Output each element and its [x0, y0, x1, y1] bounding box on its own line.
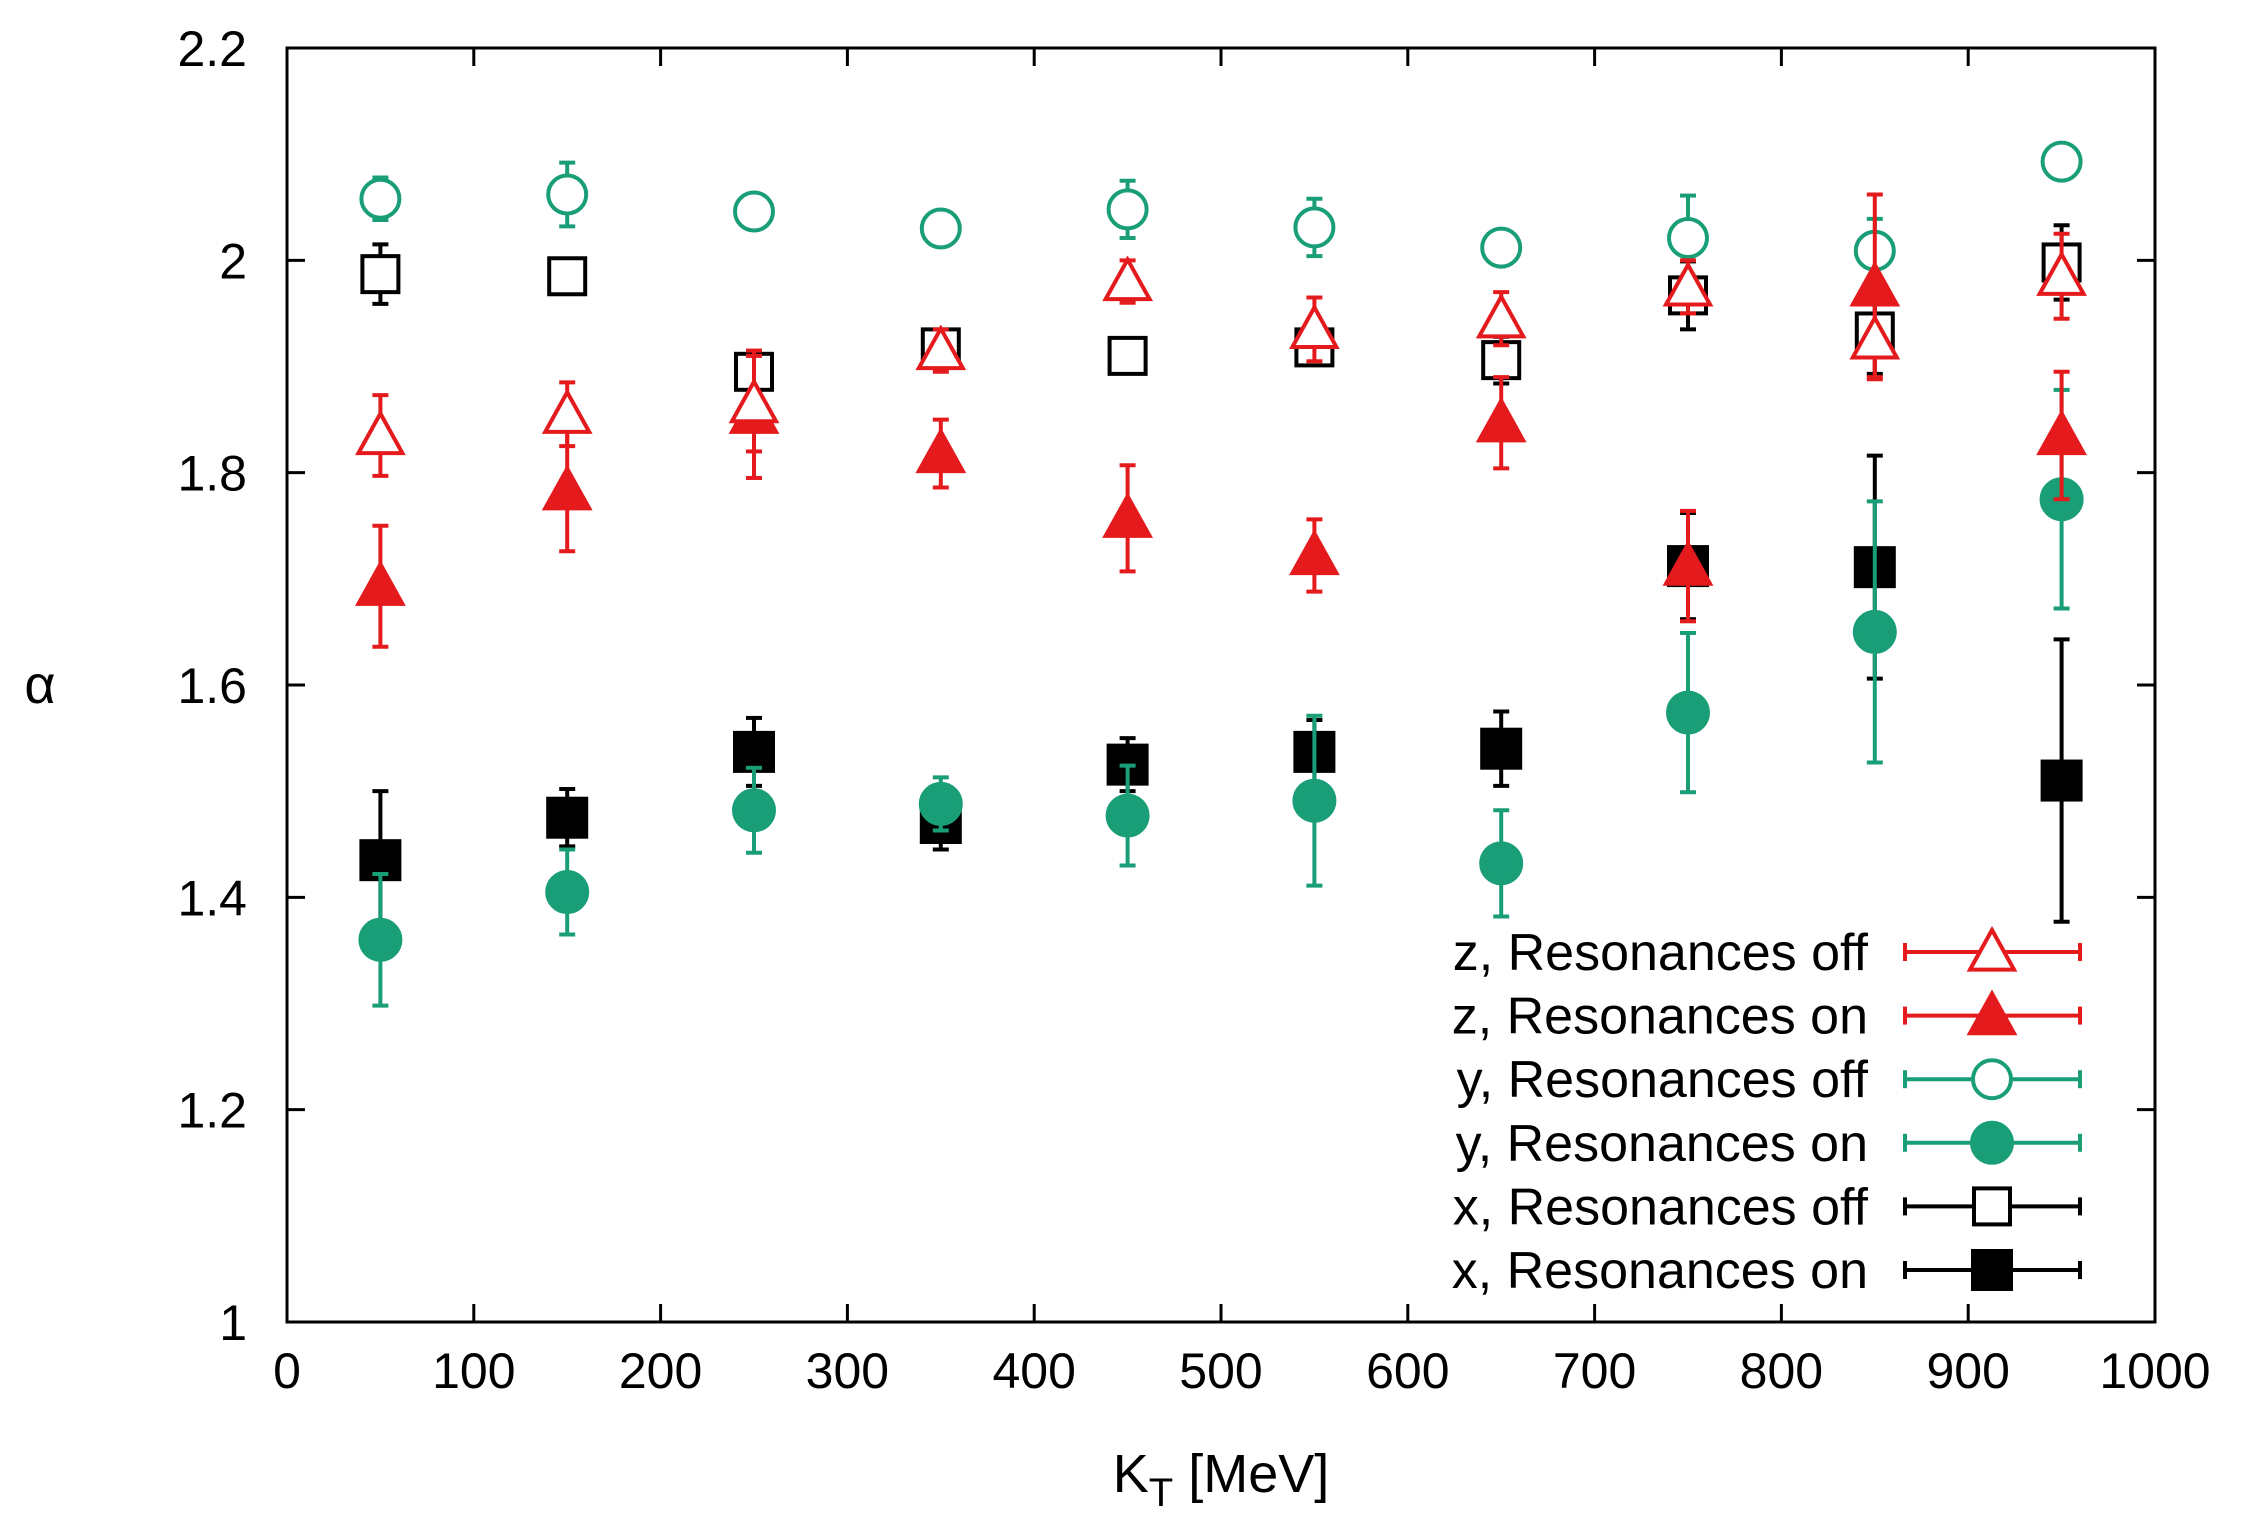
- x-tick-label: 700: [1553, 1343, 1636, 1399]
- data-point: [2040, 759, 2083, 802]
- y-tick-label: 1.4: [177, 870, 247, 926]
- x-tick-label: 900: [1926, 1343, 2009, 1399]
- x-tick-label: 100: [432, 1343, 515, 1399]
- x-axis-label-subscript: T: [1149, 1471, 1173, 1515]
- data-point: [1479, 841, 1524, 886]
- y-tick-label: 2: [219, 233, 247, 289]
- series-2: [359, 140, 2083, 285]
- data-point: [359, 177, 402, 220]
- data-point: [1102, 492, 1153, 538]
- y-axis-label: α: [24, 655, 55, 715]
- data-point: [1107, 335, 1148, 376]
- data-point: [546, 173, 589, 216]
- y-tick-label: 1: [219, 1295, 247, 1351]
- data-point: [355, 560, 406, 606]
- x-tick-label: 800: [1740, 1343, 1823, 1399]
- data-point: [1289, 303, 1340, 349]
- data-point: [1481, 340, 1522, 381]
- legend-item: y, Resonances off: [1457, 1051, 2082, 1109]
- data-point: [1852, 609, 1897, 654]
- y-tick-label: 1.8: [177, 446, 247, 502]
- data-point: [1102, 255, 1153, 302]
- x-tick-label: 200: [619, 1343, 702, 1399]
- series-4: [360, 223, 2082, 393]
- series-5: [359, 453, 2083, 932]
- data-point: [1293, 206, 1336, 249]
- data-point: [1289, 529, 1340, 576]
- data-point: [2036, 250, 2087, 296]
- x-axis-label: KT [MeV]: [1113, 1444, 1330, 1515]
- legend-item: z, Resonances off: [1453, 924, 2082, 982]
- legend-item: z, Resonances on: [1452, 988, 2082, 1046]
- legend-marker: [1972, 1186, 2012, 1227]
- data-point: [1105, 793, 1150, 838]
- legend-label: z, Resonances on: [1452, 988, 1868, 1046]
- x-tick-label: 0: [273, 1343, 301, 1399]
- legend-marker: [1966, 989, 2018, 1036]
- legend-marker: [1971, 1058, 2013, 1101]
- x-tick-label: 600: [1366, 1343, 1449, 1399]
- data-point: [733, 730, 775, 773]
- data-point: [355, 409, 406, 456]
- data-point: [358, 917, 403, 962]
- legend-label: x, Resonances off: [1453, 1178, 1869, 1236]
- data-point: [541, 464, 593, 511]
- x-axis-label-unit: [MeV]: [1173, 1444, 1329, 1504]
- x-tick-label: 400: [992, 1343, 1075, 1399]
- data-point: [1667, 217, 1709, 260]
- data-point: [915, 427, 967, 474]
- x-tick-label: 1000: [2099, 1343, 2210, 1399]
- legend-label: y, Resonances on: [1456, 1115, 1868, 1173]
- data-point: [547, 256, 588, 297]
- data-point: [1106, 188, 1149, 231]
- data-point: [1475, 396, 1527, 443]
- data-point: [919, 207, 962, 250]
- data-point: [728, 377, 780, 424]
- y-tick-label: 1.2: [177, 1083, 247, 1139]
- x-tick-label: 300: [806, 1343, 889, 1399]
- chart-marks: [355, 140, 2087, 1008]
- data-point: [918, 781, 963, 826]
- data-point: [1849, 313, 1901, 360]
- data-point: [1849, 260, 1901, 307]
- series-3: [358, 387, 2084, 1008]
- x-tick-label: 500: [1179, 1343, 1262, 1399]
- series-1: [355, 192, 2087, 649]
- data-point: [1666, 690, 1710, 735]
- legend-item: x, Resonances off: [1453, 1178, 2082, 1236]
- legend-marker: [1970, 1120, 2014, 1165]
- data-point: [733, 190, 775, 233]
- data-point: [1292, 778, 1337, 823]
- data-point: [541, 388, 593, 434]
- legend-label: x, Resonances on: [1452, 1242, 1868, 1300]
- data-point: [1480, 226, 1523, 269]
- data-point: [1480, 727, 1523, 770]
- data-point: [2036, 409, 2087, 456]
- data-point: [1475, 292, 1527, 339]
- y-tick-label: 2.2: [177, 21, 247, 77]
- data-point: [2040, 140, 2083, 183]
- legend-item: y, Resonances on: [1456, 1115, 2082, 1173]
- data-point: [915, 324, 967, 371]
- y-tick-label: 1.6: [177, 658, 247, 714]
- legend-label: y, Resonances off: [1457, 1051, 1869, 1109]
- data-point: [360, 254, 401, 295]
- data-point: [732, 788, 776, 833]
- data-point: [359, 839, 402, 882]
- legend-marker: [1966, 925, 2018, 972]
- legend-label: z, Resonances off: [1453, 924, 1869, 982]
- series-0: [355, 231, 2087, 478]
- x-axis-label-main: K: [1113, 1444, 1149, 1504]
- data-point: [1662, 260, 1714, 307]
- legend-item: x, Resonances on: [1452, 1242, 2082, 1300]
- data-point: [1662, 539, 1714, 586]
- data-point: [545, 870, 590, 915]
- axis-ticks: 0 100 200 300 400 500 600 700 800 900 1000 1 1.2 1.4 1…: [177, 21, 2210, 1399]
- legend-marker: [1971, 1249, 2013, 1291]
- data-point: [546, 796, 589, 839]
